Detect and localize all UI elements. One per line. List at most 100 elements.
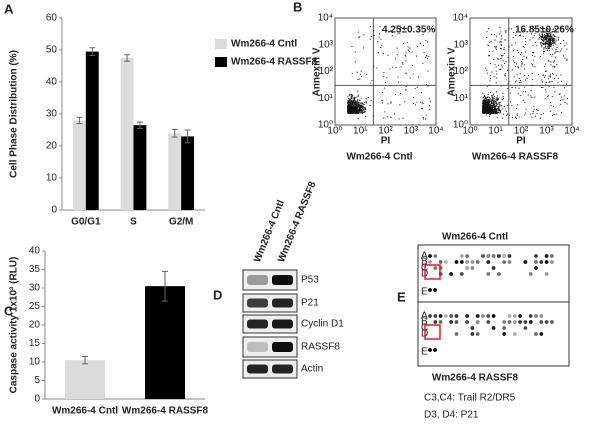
dot — [482, 109, 484, 111]
dot — [519, 79, 521, 81]
row-letter: B — [421, 257, 428, 268]
dot — [349, 106, 351, 108]
dot — [534, 32, 536, 34]
dot — [533, 52, 535, 54]
dot — [384, 82, 386, 84]
dot — [490, 104, 492, 106]
dot — [484, 97, 486, 99]
dot — [552, 36, 554, 38]
dot — [538, 74, 540, 76]
dot — [397, 33, 399, 35]
dot — [550, 36, 552, 38]
dot — [482, 111, 484, 113]
dot — [560, 74, 562, 76]
dot — [550, 34, 552, 36]
dot — [540, 117, 542, 119]
spot — [507, 260, 512, 264]
dot — [483, 101, 485, 103]
dot — [540, 39, 542, 41]
y-axis-label: Caspase activity 1x10³ (RLU) — [9, 257, 20, 394]
dot — [490, 101, 492, 103]
dot — [561, 48, 563, 50]
dot — [505, 110, 507, 112]
dot — [525, 79, 527, 81]
dot — [347, 103, 349, 105]
dot — [488, 114, 490, 116]
dot — [550, 39, 552, 41]
dot — [491, 100, 493, 102]
spot — [512, 314, 517, 318]
dot — [531, 72, 533, 74]
dot — [407, 46, 409, 48]
dot — [498, 108, 500, 110]
dot — [354, 105, 356, 107]
dot — [361, 104, 363, 106]
dot — [489, 106, 491, 108]
dot — [535, 26, 537, 28]
spot — [486, 272, 491, 276]
spot — [454, 332, 459, 336]
spot — [491, 254, 496, 258]
dot — [497, 108, 499, 110]
dot — [353, 107, 355, 109]
bar — [168, 133, 182, 210]
dot — [353, 97, 355, 99]
dot — [487, 102, 489, 104]
annotation: 16.85±0.26% — [515, 25, 574, 36]
dot — [352, 106, 354, 108]
dot — [348, 103, 350, 105]
dot — [495, 66, 497, 68]
dot — [408, 49, 410, 51]
dot — [486, 69, 488, 71]
dot — [373, 34, 375, 36]
dot — [483, 103, 485, 105]
dot — [486, 107, 488, 109]
dot — [537, 31, 539, 33]
dot — [353, 102, 355, 104]
dot — [541, 31, 543, 33]
dot — [534, 56, 536, 58]
error-bar — [171, 128, 178, 138]
dot — [371, 80, 373, 82]
dot — [355, 110, 357, 112]
dot — [365, 115, 367, 117]
dot — [538, 38, 540, 40]
dot — [500, 85, 502, 87]
dot — [356, 101, 358, 103]
dot — [545, 30, 547, 32]
dot — [351, 107, 353, 109]
dot — [487, 108, 489, 110]
dot — [497, 97, 499, 99]
spot — [528, 320, 533, 324]
dot — [495, 82, 497, 84]
dot — [541, 46, 543, 48]
dot — [359, 109, 361, 111]
dot — [492, 50, 494, 52]
dot — [536, 108, 538, 110]
dot — [354, 112, 356, 114]
dot — [521, 62, 523, 64]
dot — [551, 44, 553, 46]
dot — [489, 105, 491, 107]
spot — [465, 314, 469, 318]
dot — [350, 96, 352, 98]
dot — [429, 109, 431, 111]
dot — [514, 87, 516, 89]
dot — [499, 40, 501, 42]
dot — [556, 36, 558, 38]
spot — [444, 260, 448, 264]
dot — [483, 110, 485, 112]
dot — [542, 81, 544, 83]
dot — [525, 108, 527, 110]
dot — [508, 46, 510, 48]
dot — [356, 109, 358, 111]
dot — [348, 109, 350, 111]
dot — [547, 96, 549, 98]
dot — [555, 48, 557, 50]
dot — [500, 47, 502, 49]
dot — [361, 111, 363, 113]
dot — [525, 44, 527, 46]
dot — [359, 109, 361, 111]
dot — [496, 97, 498, 99]
dot — [545, 40, 547, 42]
